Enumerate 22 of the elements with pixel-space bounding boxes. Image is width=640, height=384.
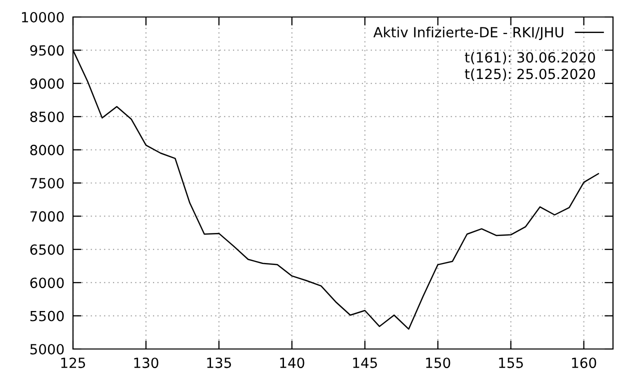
x-tick-label: 140 [280,358,304,368]
x-tick-label: 145 [353,358,377,368]
y-tick-label: 7000 [30,211,64,222]
x-tick-label: 150 [426,358,450,368]
y-tick-label: 8000 [30,144,64,156]
y-tick-label: 6500 [30,244,64,255]
y-tick-label: 10000 [22,12,64,22]
x-tick-label: 160 [572,358,596,368]
legend-label: Aktiv Infizierte-DE - RKI/JHU [373,26,564,40]
y-tick-label: 8500 [30,112,64,122]
x-tick-label: 135 [207,358,231,368]
x-tick-label: 155 [499,358,523,368]
y-tick-label: 6000 [30,278,64,288]
x-tick-label: 130 [134,358,158,368]
y-tick-label: 7500 [30,178,64,188]
y-tick-label: 9500 [30,45,64,56]
annotation: t(161): 30.06.2020 [464,52,595,64]
y-tick-label: 5500 [30,310,64,322]
y-tick-label: 9000 [30,78,64,89]
annotation: t(125): 25.05.2020 [464,68,595,81]
x-tick-label: 125 [61,358,86,368]
y-tick-label: 5000 [30,344,64,354]
